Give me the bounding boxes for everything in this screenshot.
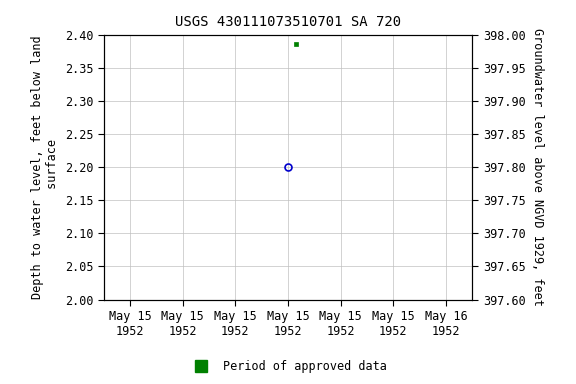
- Title: USGS 430111073510701 SA 720: USGS 430111073510701 SA 720: [175, 15, 401, 29]
- Y-axis label: Depth to water level, feet below land
 surface: Depth to water level, feet below land su…: [31, 35, 59, 299]
- Legend: Period of approved data: Period of approved data: [185, 356, 391, 378]
- Y-axis label: Groundwater level above NGVD 1929, feet: Groundwater level above NGVD 1929, feet: [531, 28, 544, 306]
